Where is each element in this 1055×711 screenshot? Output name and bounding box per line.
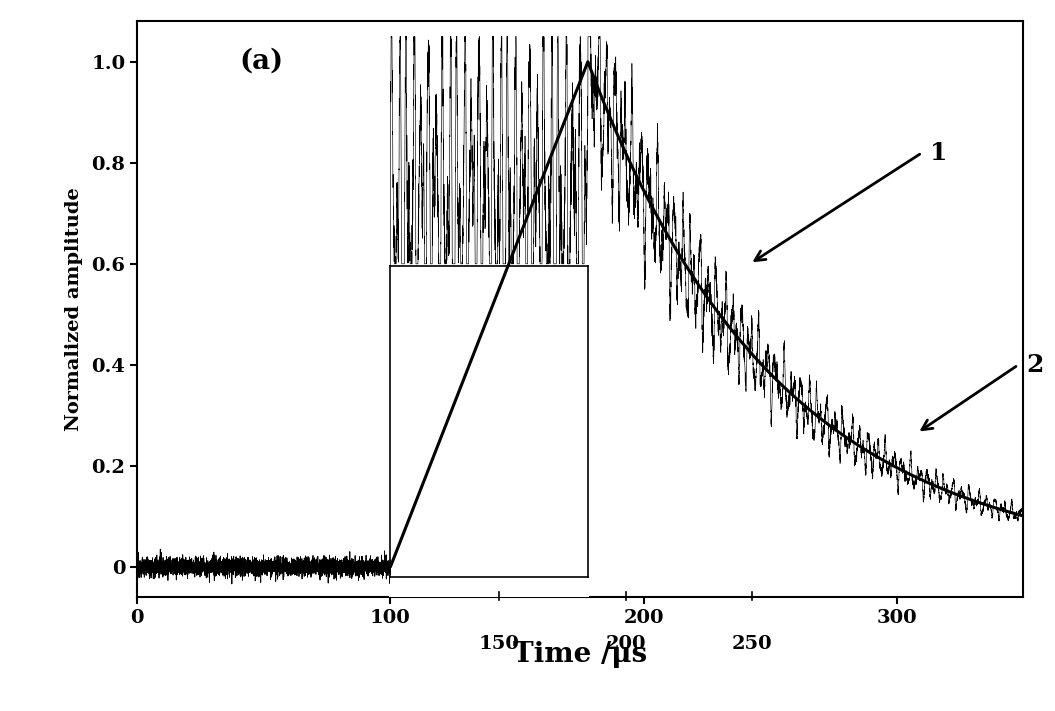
Text: 1: 1 (929, 141, 947, 165)
Y-axis label: Normalized amplitude: Normalized amplitude (65, 188, 83, 431)
X-axis label: Time /μs: Time /μs (513, 641, 648, 668)
Text: (a): (a) (239, 47, 283, 74)
Text: 150: 150 (479, 635, 520, 653)
Text: 200: 200 (606, 635, 646, 653)
Bar (389, 267, 589, 602)
Text: 250: 250 (732, 635, 772, 653)
Text: 2: 2 (1025, 353, 1043, 377)
